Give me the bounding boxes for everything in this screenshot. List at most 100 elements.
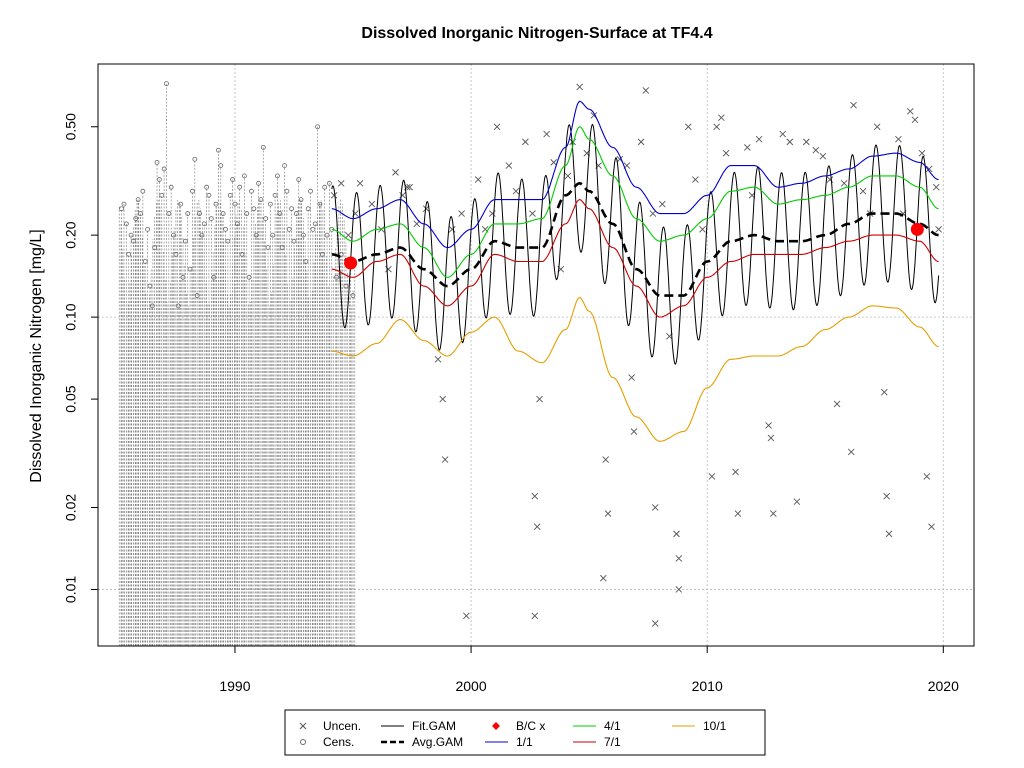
y-axis-label: Dissolved Inorganic Nitrogen [mg/L] xyxy=(28,229,45,482)
uncensored-point xyxy=(543,130,550,138)
cross-stroke xyxy=(505,162,513,169)
cross-stroke xyxy=(604,510,612,517)
uncensored-point xyxy=(536,395,543,403)
uncensored-point xyxy=(850,101,857,109)
censored-point xyxy=(279,245,285,250)
cross-stroke xyxy=(458,210,465,217)
censored-point xyxy=(171,232,176,238)
censored-point xyxy=(305,206,311,212)
legend-item-uncen-: Uncen. xyxy=(299,719,361,733)
cross-stroke xyxy=(576,83,584,91)
uncensored-point xyxy=(847,448,855,456)
uncensored-point xyxy=(385,265,392,273)
uncensored-point xyxy=(911,116,919,124)
cross-stroke xyxy=(531,612,539,620)
cross-stroke xyxy=(718,114,725,121)
censored-point xyxy=(147,283,153,289)
cross-stroke xyxy=(392,169,399,176)
uncensored-point xyxy=(718,114,725,121)
series-p101 xyxy=(331,296,939,442)
uncensored-point xyxy=(699,226,706,233)
censored-points xyxy=(118,81,356,646)
cross-stroke xyxy=(474,176,482,183)
censored-point xyxy=(128,232,134,238)
uncensored-point xyxy=(928,523,935,531)
legend-item-cens-: Cens. xyxy=(300,735,354,749)
legend-item-7-1: 7/1 xyxy=(573,735,621,749)
cross-stroke xyxy=(713,123,720,131)
uncensored-point xyxy=(673,530,680,538)
cross-stroke xyxy=(463,612,470,620)
uncensored-point xyxy=(344,231,352,239)
uncensored-point xyxy=(531,612,539,620)
uncensored-point xyxy=(786,138,794,146)
censored-point xyxy=(258,197,264,203)
censored-point xyxy=(154,159,160,165)
censored-point xyxy=(152,245,158,250)
x-tick-label: 2000 xyxy=(455,678,486,694)
uncensored-point xyxy=(576,83,584,91)
uncensored-point xyxy=(529,210,536,217)
cross-stroke xyxy=(708,473,716,480)
censored-point xyxy=(301,232,306,238)
uncensored-point xyxy=(356,179,364,187)
censored-point xyxy=(343,283,349,289)
censored-point xyxy=(308,188,313,194)
censored-point xyxy=(133,216,139,222)
uncensored-point xyxy=(769,510,777,517)
cross-stroke xyxy=(637,138,645,146)
bc-point xyxy=(910,222,924,236)
cross-stroke xyxy=(769,510,777,517)
censored-point xyxy=(298,197,304,203)
cross-stroke xyxy=(812,146,820,154)
cross-stroke xyxy=(616,155,624,163)
series-p11 xyxy=(331,100,939,249)
uncensored-point xyxy=(684,123,692,131)
uncensored-point xyxy=(925,165,933,173)
censored-point xyxy=(213,201,219,207)
censored-point xyxy=(239,251,245,257)
censored-point xyxy=(166,211,172,216)
censored-point xyxy=(164,81,169,87)
uncensored-point xyxy=(833,400,841,408)
cross-stroke xyxy=(722,149,730,157)
uncensored-point xyxy=(932,183,940,191)
cross-stroke xyxy=(850,101,857,109)
uncensored-point xyxy=(675,586,683,593)
censored-point xyxy=(178,201,184,207)
cross-stroke xyxy=(434,355,442,363)
cross-stroke xyxy=(923,473,931,480)
censored-point xyxy=(234,221,240,227)
cross-stroke xyxy=(819,152,827,160)
uncensored-point xyxy=(819,152,827,160)
censored-point xyxy=(220,211,226,216)
x-axis: 1990 2000 2010 2020 xyxy=(219,646,959,694)
censored-point xyxy=(319,251,325,257)
uncensored-point xyxy=(803,138,810,146)
uncensored-point xyxy=(422,205,430,213)
uncensored-point xyxy=(330,192,338,199)
censored-point xyxy=(204,184,210,190)
censored-point xyxy=(284,188,290,194)
cross-stroke xyxy=(368,200,376,208)
cross-stroke xyxy=(543,130,550,138)
censored-point xyxy=(168,184,174,190)
series-avg xyxy=(331,181,939,297)
cross-stroke xyxy=(755,135,763,143)
uncensored-point xyxy=(337,179,345,187)
uncensored-point xyxy=(840,179,848,187)
uncensored-point xyxy=(599,574,607,582)
cross-stroke xyxy=(859,187,867,195)
uncensored-point xyxy=(406,183,413,191)
uncensored-point xyxy=(859,187,867,195)
cross-stroke xyxy=(406,183,413,191)
uncensored-point xyxy=(531,492,539,500)
uncensored-point xyxy=(533,523,541,531)
legend-item-fit-gam: Fit.GAM xyxy=(381,719,456,733)
censored-point xyxy=(350,293,356,298)
censored-point xyxy=(138,211,143,216)
legend-symbol xyxy=(492,722,500,730)
censored-point xyxy=(317,201,323,207)
uncensored-point xyxy=(675,555,683,562)
legend-label: B/C x xyxy=(516,719,545,733)
